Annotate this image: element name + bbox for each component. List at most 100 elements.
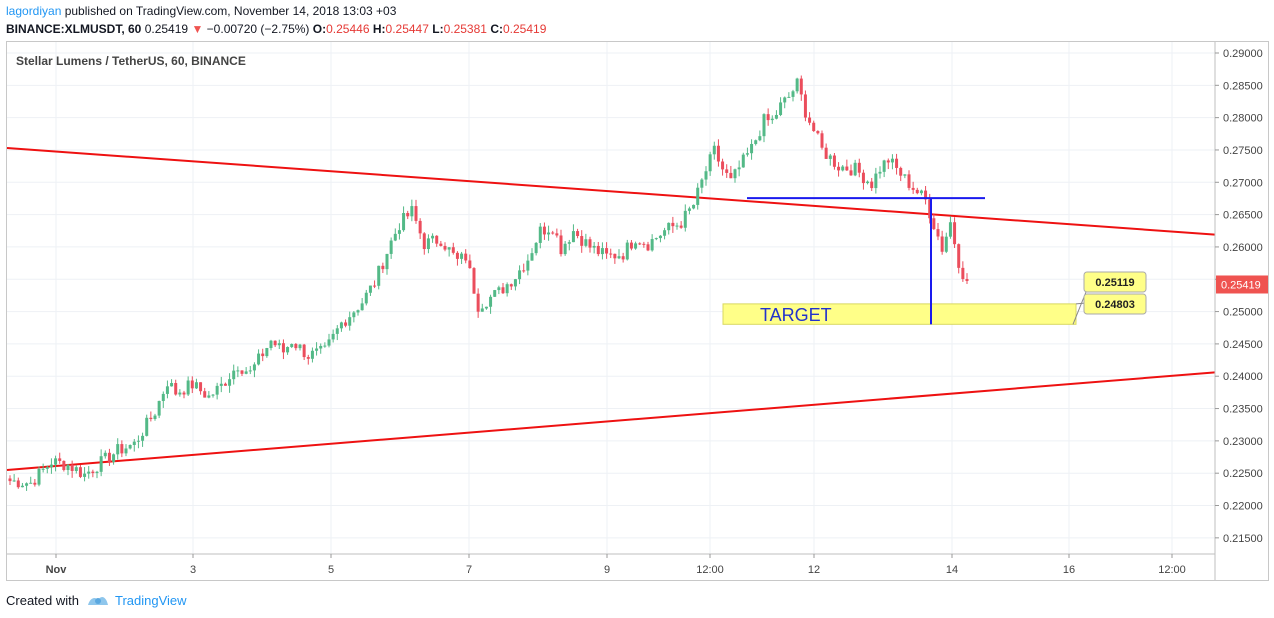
candle-body	[808, 117, 812, 123]
price-tick-label: 0.23000	[1223, 436, 1263, 448]
candle	[845, 159, 849, 171]
candle	[675, 222, 679, 230]
candle	[356, 309, 360, 316]
candle-body	[675, 225, 679, 227]
candle	[534, 242, 538, 256]
candle-body	[538, 226, 542, 243]
candle-body	[455, 252, 459, 259]
candle-body	[414, 206, 418, 221]
candle	[663, 227, 667, 240]
open-value: 0.25446	[326, 22, 370, 36]
last-price-tag	[1216, 275, 1268, 294]
candle	[613, 253, 617, 264]
candle-body	[236, 370, 240, 372]
candle-body	[725, 169, 729, 173]
candle-body	[650, 239, 654, 251]
candle	[331, 329, 335, 343]
price-tick-label: 0.22000	[1223, 501, 1263, 513]
candle-body	[861, 172, 865, 184]
candle	[849, 164, 853, 176]
last-value: 0.25419	[144, 22, 189, 36]
candle	[766, 108, 770, 126]
candle	[538, 223, 542, 249]
candle	[435, 235, 439, 247]
candle	[758, 130, 762, 142]
candle-body	[128, 445, 132, 449]
candle	[878, 166, 882, 179]
candle-body	[331, 333, 335, 340]
price-tick-label: 0.29000	[1223, 48, 1263, 60]
candle-body	[716, 145, 720, 162]
candle	[646, 241, 650, 252]
candle-body	[882, 160, 886, 172]
candle-body	[899, 167, 903, 176]
candle	[377, 265, 381, 290]
candle-body	[559, 235, 563, 255]
candle-body	[377, 265, 381, 286]
candle	[306, 354, 310, 365]
candle-body	[911, 187, 915, 190]
candle	[157, 400, 161, 419]
candle-body	[621, 256, 625, 260]
candle	[439, 240, 443, 247]
candle-body	[397, 230, 401, 234]
tradingview-link[interactable]: TradingView	[114, 593, 187, 608]
author-link[interactable]: lagordiyan	[6, 4, 62, 18]
candle	[397, 223, 401, 240]
candle-body	[107, 452, 111, 462]
candle-body	[555, 233, 559, 236]
candle	[87, 466, 91, 479]
candle	[484, 306, 488, 310]
candle-body	[857, 162, 861, 173]
candle-body	[315, 348, 319, 351]
candle-body	[25, 483, 29, 486]
candle	[248, 365, 252, 375]
candle-body	[886, 160, 890, 163]
candle	[866, 180, 870, 185]
candle-body	[70, 464, 74, 471]
candle	[791, 89, 795, 102]
candle-body	[8, 478, 12, 482]
candle-body	[406, 213, 410, 217]
candle-body	[779, 102, 783, 115]
candle	[621, 252, 625, 263]
candle-body	[845, 166, 849, 171]
candle	[609, 248, 613, 259]
candle	[124, 444, 128, 457]
candle-body	[170, 383, 174, 387]
candle-body	[182, 392, 186, 395]
candle	[762, 113, 766, 143]
candle	[389, 237, 393, 259]
candle-body	[841, 166, 845, 171]
candle-body	[381, 265, 385, 270]
candle-body	[240, 370, 244, 374]
candle-body	[20, 485, 24, 488]
candle	[932, 213, 936, 231]
candle-body	[526, 260, 530, 271]
candle-body	[290, 344, 294, 348]
created-with-text: Created with	[6, 593, 79, 608]
candle	[132, 438, 136, 452]
candle	[352, 311, 356, 323]
time-axis: Nov 3 5 7 9 12:00 12 14 16 12:00	[7, 553, 1215, 576]
candle	[451, 242, 455, 255]
candle-body	[410, 206, 414, 217]
candle	[244, 367, 248, 375]
candle-body	[207, 395, 211, 398]
candle-body	[294, 344, 298, 349]
candle-body	[194, 382, 198, 389]
candle	[667, 222, 671, 235]
candle-body	[302, 344, 306, 358]
candle-body	[907, 174, 911, 188]
candle-body	[530, 253, 534, 261]
candle	[853, 159, 857, 177]
candle-body	[638, 243, 642, 245]
low-value: 0.25381	[443, 22, 487, 36]
candle-body	[443, 245, 447, 250]
candle-body	[83, 473, 87, 477]
candle	[828, 153, 832, 166]
high-value: 0.25447	[385, 22, 429, 36]
candle-body	[298, 344, 302, 349]
candle-body	[758, 136, 762, 141]
